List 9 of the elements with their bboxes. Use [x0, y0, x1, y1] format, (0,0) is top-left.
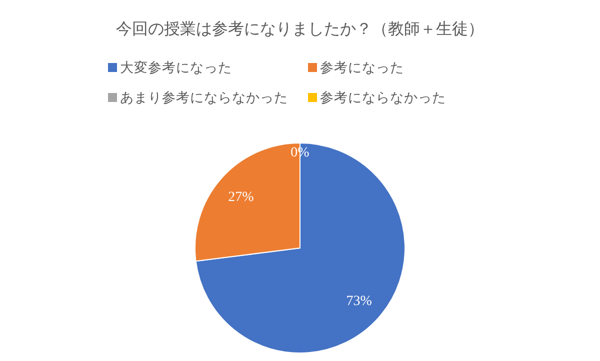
chart-title: 今回の授業は参考になりましたか？（教師＋生徒） [116, 20, 484, 38]
data-label: 73% [346, 294, 372, 310]
data-label: 27% [228, 190, 254, 205]
legend-label: 参考にならなかった [320, 90, 446, 105]
legend-label: 参考になった [320, 60, 404, 75]
legend-label: あまり参考にならなかった [120, 90, 288, 105]
pie-slice [195, 142, 406, 354]
text: 0% [290, 145, 310, 160]
legend-label: 大変参考になった [120, 60, 232, 75]
